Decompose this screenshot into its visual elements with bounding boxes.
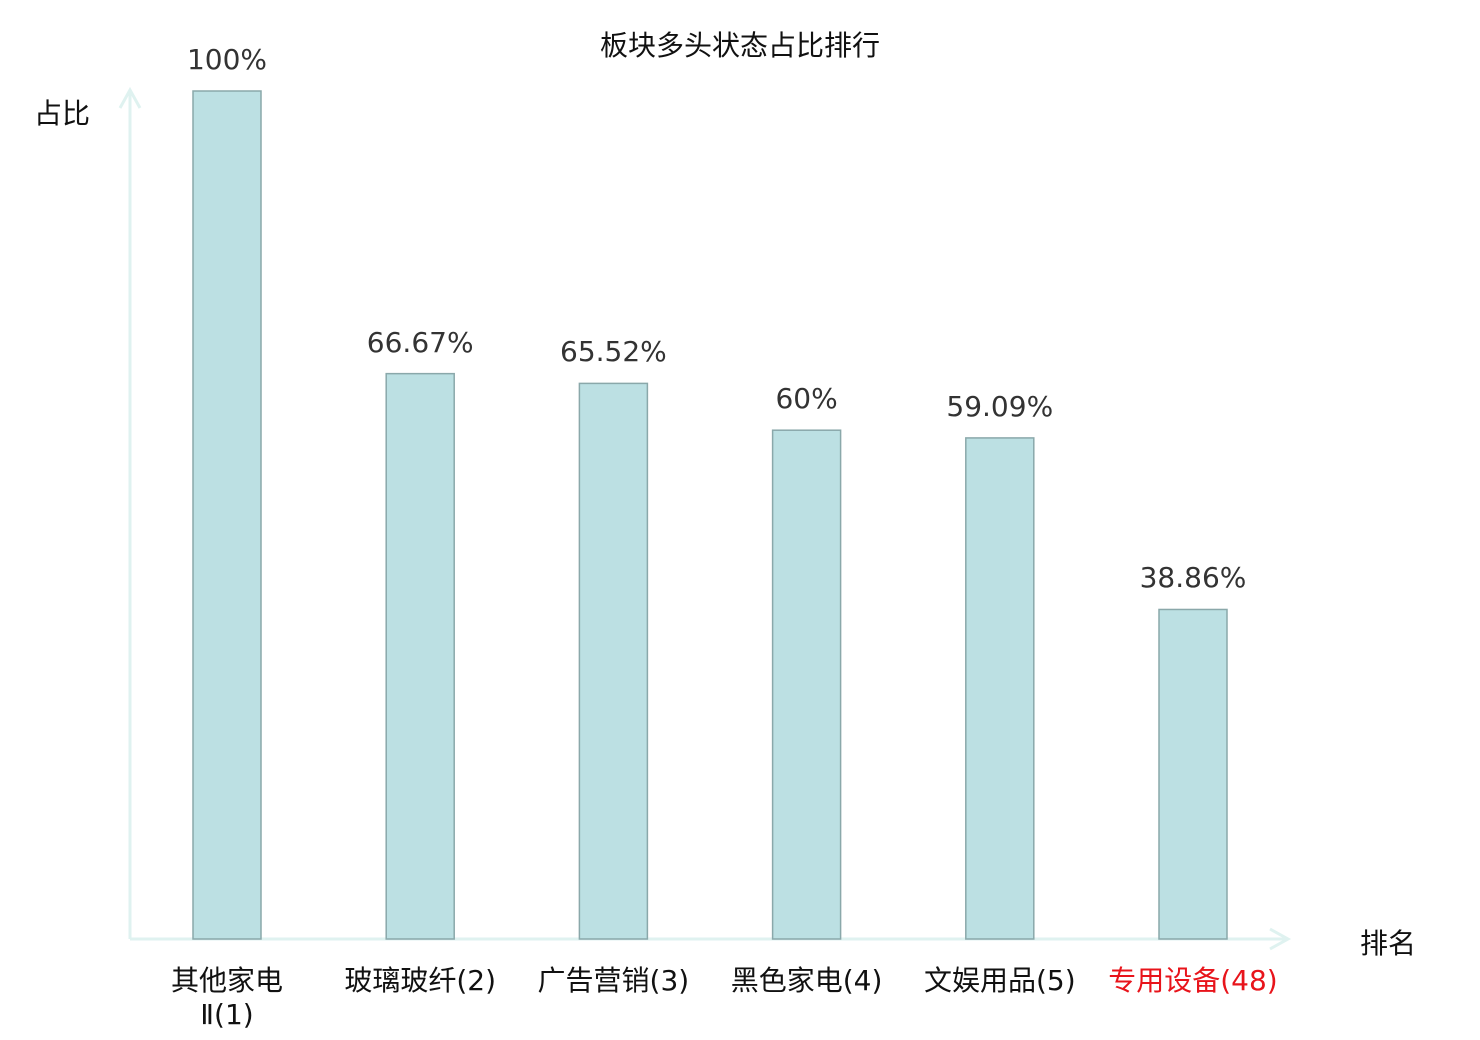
data-label: 65.52%: [560, 335, 667, 369]
x-axis-label: 排名: [1360, 927, 1417, 960]
chart-title: 板块多头状态占比排行: [599, 29, 880, 62]
data-label: 59.09%: [946, 389, 1054, 423]
x-tick-label: 黑色家电(4): [730, 964, 883, 997]
bar: [192, 90, 262, 940]
bar: [385, 372, 455, 940]
axes: [118, 86, 1292, 951]
x-tick-label: 专用设备(48): [1108, 964, 1278, 997]
x-tick-label: 文娱用品(5): [923, 964, 1076, 997]
data-label: 38.86%: [1139, 561, 1247, 595]
x-tick-label: 玻璃玻纤(2): [344, 964, 497, 997]
data-label: 100%: [186, 43, 268, 76]
data-label: 60%: [775, 382, 838, 416]
data-label: 66.67%: [366, 325, 474, 359]
bar: [1158, 608, 1228, 940]
x-axis-arrow-icon: [1269, 927, 1292, 951]
bar: [771, 429, 842, 940]
x-tick-label: 其他家电 Ⅱ(1): [170, 964, 283, 1031]
y-axis-label: 占比: [34, 97, 91, 130]
bar: [578, 382, 649, 940]
bar: [965, 437, 1035, 940]
y-axis-arrow-icon: [118, 86, 142, 109]
x-tick-label: 广告营销(3): [537, 964, 690, 997]
